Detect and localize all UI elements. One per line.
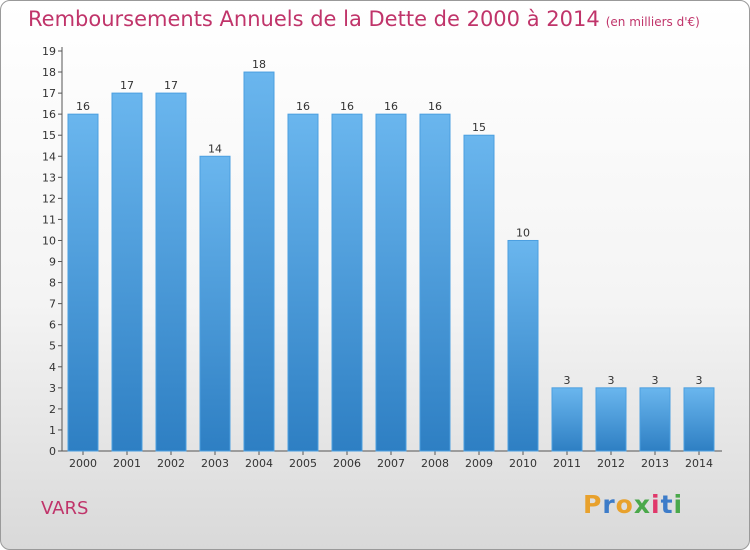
bar-value-label: 18	[252, 58, 266, 71]
bar[interactable]	[287, 113, 319, 452]
y-tick-label: 9	[49, 256, 56, 269]
chart-title: Remboursements Annuels de la Dette de 20…	[28, 7, 700, 31]
bar[interactable]	[331, 113, 363, 452]
x-tick-label: 2013	[641, 457, 669, 470]
proxiti-logo[interactable]: Proxiti	[583, 490, 683, 519]
bar[interactable]	[155, 92, 187, 452]
bar-value-label: 16	[296, 100, 310, 113]
y-tick-label: 13	[42, 171, 56, 184]
bar[interactable]	[507, 239, 539, 452]
y-tick-label: 4	[49, 361, 56, 374]
logo-letter: o	[615, 490, 634, 519]
bar-value-label: 3	[652, 374, 659, 387]
y-tick-label: 8	[49, 277, 56, 290]
y-tick-label: 7	[49, 298, 56, 311]
y-tick-label: 17	[42, 87, 56, 100]
bar[interactable]	[111, 92, 143, 452]
y-tick-label: 0	[49, 445, 56, 458]
bar-value-label: 3	[608, 374, 615, 387]
chart-title-text: Remboursements Annuels de la Dette de 20…	[28, 7, 600, 31]
bar[interactable]	[375, 113, 407, 452]
y-tick-label: 5	[49, 340, 56, 353]
logo-letter: P	[583, 490, 603, 519]
y-tick-label: 15	[42, 129, 56, 142]
bar-value-label: 16	[428, 100, 442, 113]
logo-letter: r	[602, 490, 616, 519]
bar-value-label: 14	[208, 142, 222, 155]
bar[interactable]	[463, 134, 495, 452]
y-tick-label: 12	[42, 192, 56, 205]
logo-letter: x	[633, 490, 651, 519]
y-tick-label: 18	[42, 66, 56, 79]
bar[interactable]	[67, 113, 99, 452]
x-tick-label: 2001	[113, 457, 141, 470]
bar[interactable]	[595, 387, 627, 452]
bar-value-label: 15	[472, 121, 486, 134]
bar-value-label: 16	[76, 100, 90, 113]
x-tick-label: 2000	[69, 457, 97, 470]
x-tick-label: 2012	[597, 457, 625, 470]
bar-value-label: 3	[696, 374, 703, 387]
x-tick-label: 2009	[465, 457, 493, 470]
place-name: VARS	[41, 498, 89, 519]
x-tick-label: 2014	[685, 457, 713, 470]
bar-value-label: 17	[164, 79, 178, 92]
bar[interactable]	[243, 71, 275, 452]
bar[interactable]	[683, 387, 715, 452]
bar-value-label: 16	[384, 100, 398, 113]
x-tick-label: 2003	[201, 457, 229, 470]
y-tick-label: 2	[49, 403, 56, 416]
y-tick-label: 16	[42, 108, 56, 121]
y-tick-label: 14	[42, 150, 56, 163]
y-tick-label: 3	[49, 382, 56, 395]
y-tick-label: 11	[42, 213, 56, 226]
bar[interactable]	[639, 387, 671, 452]
x-tick-label: 2005	[289, 457, 317, 470]
y-tick-label: 1	[49, 424, 56, 437]
x-tick-label: 2007	[377, 457, 405, 470]
x-tick-label: 2010	[509, 457, 537, 470]
x-tick-label: 2011	[553, 457, 581, 470]
logo-letter: i	[673, 490, 684, 519]
x-tick-label: 2002	[157, 457, 185, 470]
y-tick-label: 10	[42, 234, 56, 247]
x-tick-label: 2008	[421, 457, 449, 470]
x-tick-label: 2004	[245, 457, 273, 470]
logo-letter: i	[651, 490, 661, 519]
chart-unit: (en milliers d'€)	[605, 15, 700, 29]
bar-value-label: 3	[564, 374, 571, 387]
logo-letter: t	[660, 490, 674, 519]
bar-value-label: 17	[120, 79, 134, 92]
y-tick-label: 6	[49, 319, 56, 332]
x-tick-label: 2006	[333, 457, 361, 470]
bar-value-label: 10	[516, 226, 530, 239]
bar[interactable]	[199, 155, 231, 452]
y-tick-label: 19	[42, 45, 56, 58]
bar[interactable]	[551, 387, 583, 452]
bar[interactable]	[419, 113, 451, 452]
bar-value-label: 16	[340, 100, 354, 113]
